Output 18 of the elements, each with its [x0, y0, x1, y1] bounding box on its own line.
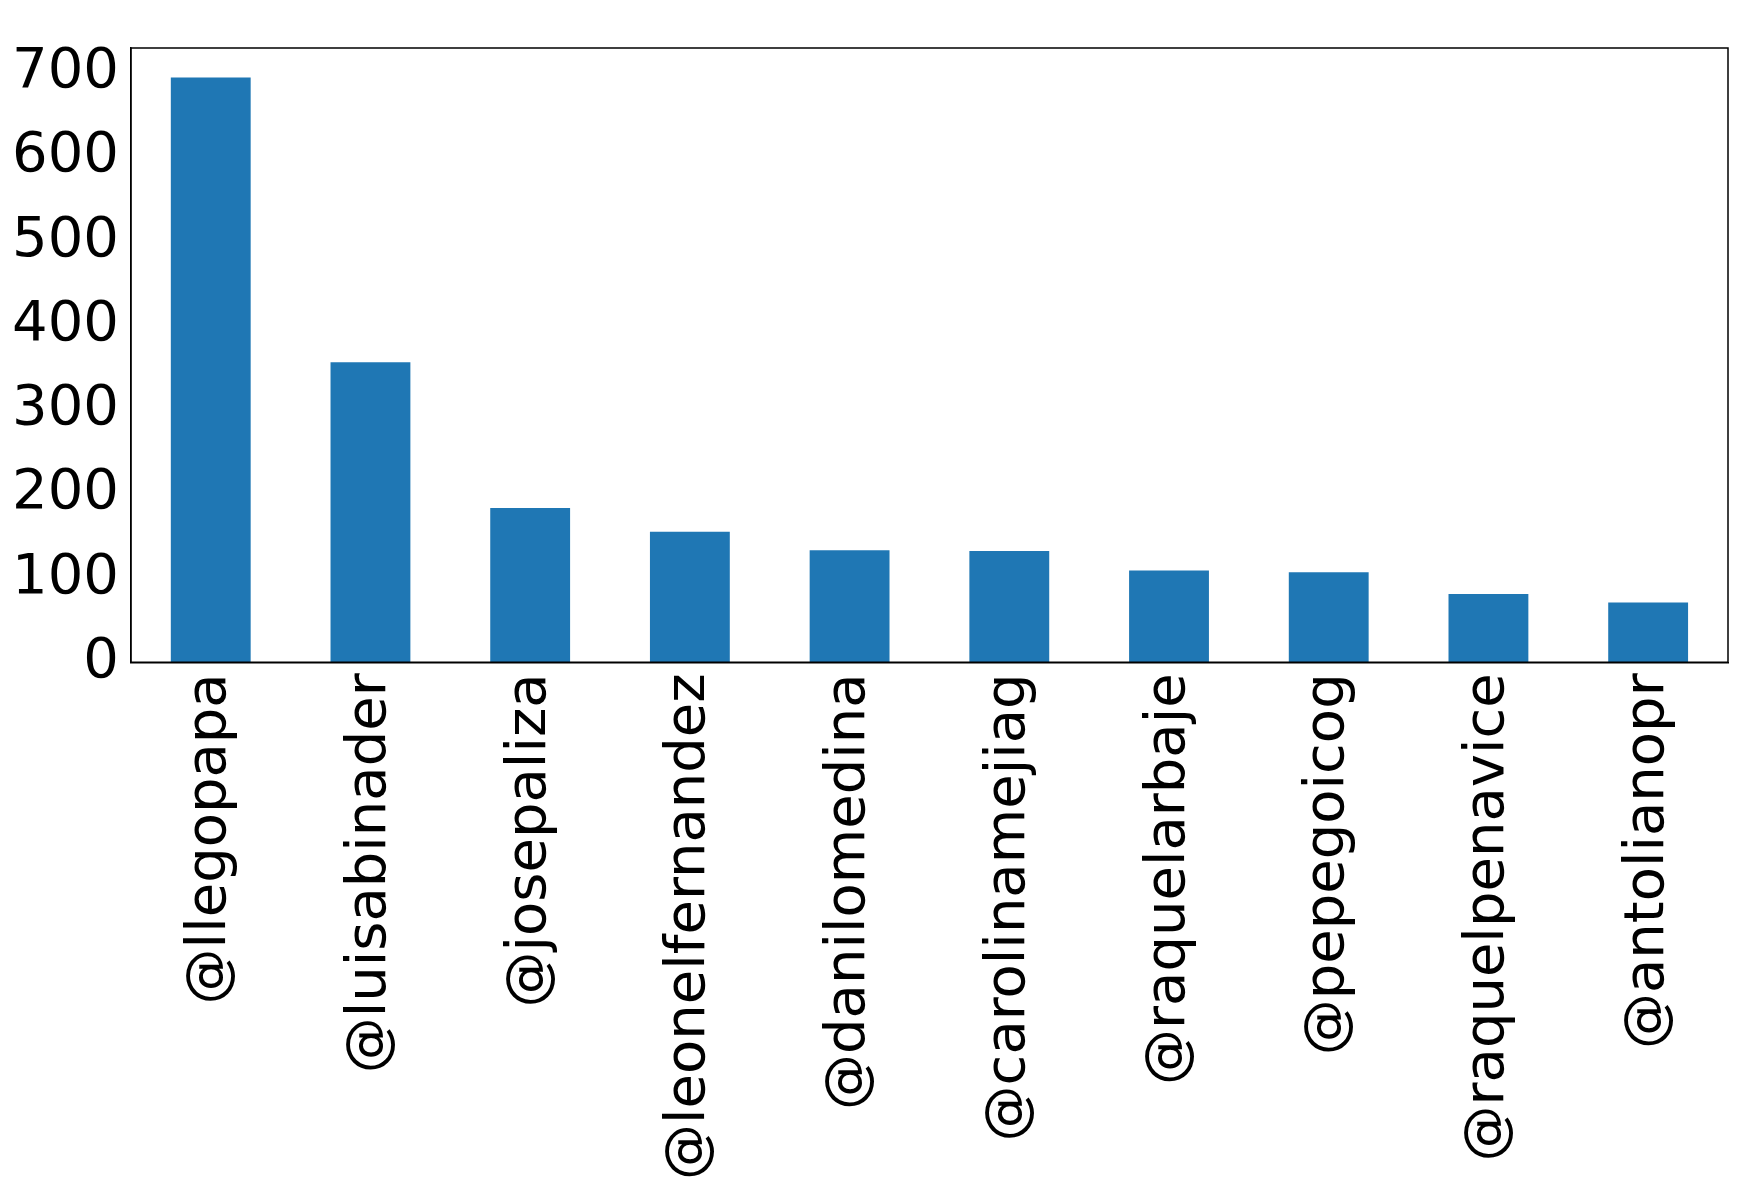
y-tick-label: 300 — [12, 372, 119, 438]
y-tick-label: 600 — [12, 119, 119, 185]
x-tick-label: @josepaliza — [492, 673, 558, 1008]
y-tick-label: 0 — [83, 624, 119, 690]
x-tick-label: @raquelarbaje — [1131, 673, 1197, 1085]
x-tick-label: @pepegoicog — [1291, 673, 1357, 1056]
x-tick-label: @llegopapa — [173, 673, 239, 1005]
x-tick-label: @luisabinader — [333, 672, 398, 1074]
x-tick-label: @raquelpenavice — [1450, 673, 1516, 1162]
y-tick-label: 100 — [12, 540, 119, 606]
y-tick-label: 500 — [12, 203, 119, 269]
y-tick-label: 700 — [12, 34, 119, 100]
x-tick-label: @antolianopr — [1610, 672, 1676, 1050]
x-tick-label: @danilomedina — [812, 673, 878, 1110]
y-tick-label: 400 — [12, 287, 119, 353]
y-tick-label: 200 — [12, 456, 119, 522]
x-tick-label: @carolinamejiag — [971, 673, 1037, 1142]
x-tick-label: @leonelfernandez — [652, 673, 718, 1181]
